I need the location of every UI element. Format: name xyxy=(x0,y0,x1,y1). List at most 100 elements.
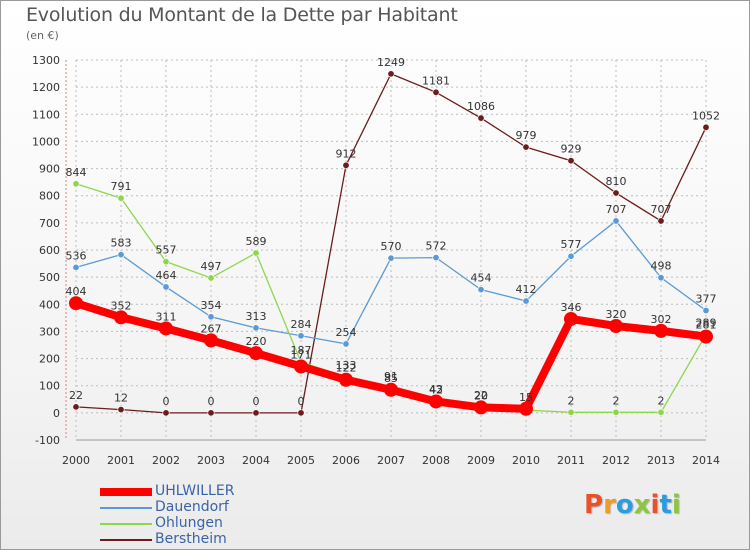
point-berstheim xyxy=(117,406,125,414)
point-dauendorf xyxy=(117,251,125,259)
proxiti-logo: Proxiti xyxy=(584,490,681,520)
x-tick-label: 2012 xyxy=(602,454,630,467)
data-label-berstheim: 0 xyxy=(163,395,170,408)
data-label-dauendorf: 536 xyxy=(66,249,87,262)
point-ohlungen xyxy=(162,258,170,266)
data-label-berstheim: 22 xyxy=(69,389,83,402)
point-dauendorf xyxy=(477,286,485,294)
legend-label-uhlwiller: UHLWILLER xyxy=(155,483,235,499)
chart-subtitle: (en €) xyxy=(26,29,59,42)
point-berstheim xyxy=(297,409,305,417)
legend-swatch-dauendorf xyxy=(100,507,152,509)
logo-letter: i xyxy=(650,490,660,520)
data-label-berstheim: 1181 xyxy=(422,74,450,87)
data-label-ohlungen: 497 xyxy=(201,260,222,273)
point-berstheim xyxy=(72,403,80,411)
point-berstheim xyxy=(387,70,395,78)
chart-title: Evolution du Montant de la Dette par Hab… xyxy=(26,4,458,26)
point-uhlwiller xyxy=(429,394,443,409)
y-tick-label: 700 xyxy=(39,217,60,230)
point-uhlwiller xyxy=(249,346,263,361)
point-uhlwiller xyxy=(384,382,398,397)
point-berstheim xyxy=(477,114,485,122)
data-label-ohlungen: 791 xyxy=(111,180,132,193)
data-label-dauendorf: 412 xyxy=(516,283,537,296)
point-ohlungen xyxy=(567,408,575,416)
data-label-berstheim: 912 xyxy=(336,147,357,160)
data-label-dauendorf: 570 xyxy=(381,240,402,253)
data-label-ohlungen: 22 xyxy=(474,389,488,402)
data-label-uhlwiller: 267 xyxy=(201,322,222,335)
x-tick-label: 2005 xyxy=(287,454,315,467)
point-ohlungen xyxy=(252,249,260,257)
data-label-dauendorf: 572 xyxy=(426,240,447,253)
data-label-berstheim: 1052 xyxy=(692,109,720,122)
data-label-ohlungen: 557 xyxy=(156,244,177,257)
legend-label-dauendorf: Dauendorf xyxy=(155,499,229,515)
x-tick-label: 2014 xyxy=(692,454,720,467)
point-dauendorf xyxy=(162,283,170,291)
data-label-dauendorf: 577 xyxy=(561,238,582,251)
data-label-dauendorf: 284 xyxy=(291,318,312,331)
data-label-berstheim: 0 xyxy=(253,395,260,408)
point-dauendorf xyxy=(432,254,440,262)
x-tick-label: 2003 xyxy=(197,454,225,467)
data-label-dauendorf: 377 xyxy=(696,293,717,306)
legend-swatch-ohlungen xyxy=(100,523,152,525)
x-tick-label: 2011 xyxy=(557,454,585,467)
point-dauendorf xyxy=(342,340,350,348)
point-dauendorf xyxy=(657,274,665,282)
point-uhlwiller xyxy=(294,359,308,374)
y-tick-label: 500 xyxy=(39,271,60,284)
y-tick-label: 1100 xyxy=(32,108,60,121)
y-tick-label: 0 xyxy=(53,407,60,420)
legend-label-ohlungen: Ohlungen xyxy=(155,515,223,531)
data-label-dauendorf: 354 xyxy=(201,299,222,312)
x-tick-label: 2013 xyxy=(647,454,675,467)
data-label-dauendorf: 583 xyxy=(111,237,132,250)
data-label-uhlwiller: 346 xyxy=(561,301,582,314)
point-berstheim xyxy=(252,409,260,417)
data-label-uhlwiller: 404 xyxy=(66,285,87,298)
point-uhlwiller xyxy=(474,400,488,415)
point-uhlwiller xyxy=(564,311,578,326)
data-label-berstheim: 1249 xyxy=(377,56,405,69)
point-dauendorf xyxy=(252,324,260,332)
legend-swatch-berstheim xyxy=(100,539,152,541)
x-tick-label: 2006 xyxy=(332,454,360,467)
data-label-dauendorf: 707 xyxy=(606,203,627,216)
point-dauendorf xyxy=(207,313,215,321)
data-label-ohlungen: 844 xyxy=(66,166,87,179)
point-uhlwiller xyxy=(204,333,218,348)
point-uhlwiller xyxy=(654,323,668,338)
y-tick-label: 200 xyxy=(39,353,60,366)
logo-letter: P xyxy=(584,490,604,520)
point-dauendorf xyxy=(567,252,575,260)
data-label-ohlungen: 2 xyxy=(658,394,665,407)
logo-letter: o xyxy=(615,490,634,520)
data-label-berstheim: 0 xyxy=(208,395,215,408)
point-ohlungen xyxy=(117,194,125,202)
data-label-uhlwiller: 15 xyxy=(519,391,533,404)
data-label-ohlungen: 2 xyxy=(568,394,575,407)
point-uhlwiller xyxy=(519,401,533,416)
data-label-uhlwiller: 42 xyxy=(429,383,443,396)
data-label-uhlwiller: 281 xyxy=(696,319,717,332)
point-dauendorf xyxy=(612,217,620,225)
data-label-dauendorf: 454 xyxy=(471,272,492,285)
point-uhlwiller xyxy=(114,310,128,325)
data-label-dauendorf: 313 xyxy=(246,310,267,323)
axes: -100010020030040050060070080090010001100… xyxy=(32,54,720,467)
point-berstheim xyxy=(702,123,710,131)
x-tick-label: 2002 xyxy=(152,454,180,467)
x-tick-label: 2010 xyxy=(512,454,540,467)
point-berstheim xyxy=(522,143,530,151)
x-tick-label: 2001 xyxy=(107,454,135,467)
point-berstheim xyxy=(207,409,215,417)
data-label-ohlungen: 289 xyxy=(696,316,717,329)
point-dauendorf xyxy=(387,254,395,262)
point-berstheim xyxy=(612,189,620,197)
point-ohlungen xyxy=(72,180,80,188)
